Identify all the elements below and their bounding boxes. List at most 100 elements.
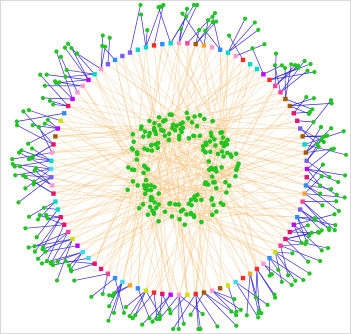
- inner-node: [129, 146, 135, 151]
- core-edge: [55, 181, 226, 202]
- core-edge: [191, 105, 291, 206]
- leaf-node: [273, 51, 279, 56]
- leaf-edge: [269, 71, 315, 81]
- leaf-node: [26, 141, 31, 146]
- ring-node: [92, 261, 97, 266]
- leaf-node: [244, 313, 249, 318]
- leaf-node: [26, 214, 32, 219]
- core-edge: [129, 126, 142, 286]
- inner-node: [209, 196, 215, 201]
- leaf-edge: [204, 30, 221, 50]
- leaf-edge: [49, 100, 69, 107]
- leaf-node: [198, 326, 203, 332]
- ring-node: [278, 90, 283, 95]
- leaf-edge: [34, 231, 69, 247]
- inner-node: [156, 191, 162, 196]
- inner-node: [212, 137, 217, 142]
- inner-node: [207, 139, 213, 144]
- inner-node: [188, 211, 194, 217]
- leaf-node: [140, 322, 145, 327]
- leaf-node: [253, 295, 258, 300]
- ring-node: [105, 271, 111, 276]
- core-edge: [145, 163, 239, 291]
- leaf-edge: [21, 150, 52, 162]
- inner-node: [142, 186, 148, 192]
- leaf-node: [57, 80, 62, 85]
- inner-node: [202, 116, 207, 122]
- inner-node: [214, 169, 219, 174]
- core-edge: [145, 130, 176, 291]
- leaf-node: [318, 191, 323, 196]
- ring-node: [254, 66, 260, 72]
- ring-node: [70, 236, 75, 242]
- leaf-edge: [100, 46, 106, 70]
- leaf-edge: [305, 126, 322, 153]
- leaf-edge: [31, 158, 52, 162]
- leaf-edge: [100, 35, 104, 70]
- leaf-node: [14, 123, 20, 128]
- leaf-edge: [285, 98, 313, 110]
- leaf-edge: [252, 48, 264, 75]
- leaf-node: [191, 2, 197, 8]
- leaf-node: [279, 279, 284, 284]
- inner-node: [147, 118, 152, 124]
- leaf-node: [123, 304, 128, 310]
- inner-node: [209, 133, 214, 139]
- leaf-edge: [113, 281, 123, 313]
- core-edge: [221, 167, 291, 233]
- ring-node: [51, 191, 56, 196]
- inner-node: [148, 183, 154, 188]
- leaf-node: [30, 146, 35, 151]
- core-edge: [52, 185, 151, 208]
- core-edge: [88, 79, 165, 136]
- inner-node: [131, 167, 137, 173]
- leaf-edge: [178, 294, 203, 315]
- leaf-node: [305, 223, 310, 228]
- core-edge: [137, 153, 301, 210]
- core-edge: [195, 200, 264, 264]
- leaf-edge: [137, 288, 150, 319]
- leaf-node: [23, 226, 28, 231]
- leaf-node: [45, 117, 50, 122]
- leaf-node: [14, 119, 19, 124]
- leaf-node: [320, 162, 326, 167]
- core-edge: [64, 184, 209, 225]
- leaf-edge: [140, 14, 147, 48]
- inner-node: [131, 139, 136, 145]
- core-edge: [208, 74, 264, 162]
- leaf-edge: [227, 18, 246, 53]
- leaf-node: [184, 14, 189, 19]
- core-edge: [208, 161, 291, 233]
- ring-node: [168, 41, 173, 46]
- leaf-edge: [306, 149, 332, 170]
- leaf-edge: [66, 69, 95, 75]
- leaf-node: [17, 164, 22, 169]
- inner-node: [215, 151, 221, 157]
- leaf-edge: [285, 64, 292, 100]
- ring-node: [176, 40, 182, 46]
- ring-node: [298, 207, 303, 212]
- ring-node: [120, 279, 125, 285]
- core-edge: [52, 147, 158, 153]
- leaf-node: [89, 294, 94, 299]
- leaf-node: [30, 154, 36, 159]
- leaf-node: [215, 324, 220, 329]
- leaf-node: [53, 80, 59, 85]
- leaf-edge: [275, 251, 293, 254]
- leaf-node: [279, 63, 284, 68]
- leaf-edge: [187, 12, 216, 44]
- leaf-node: [69, 46, 74, 51]
- core-edge: [137, 152, 305, 194]
- ring-node: [55, 126, 60, 131]
- leaf-node: [272, 63, 277, 68]
- leaf-edge: [280, 245, 289, 276]
- core-edge: [193, 215, 281, 246]
- leaf-node: [42, 121, 47, 126]
- leaf-node: [147, 316, 152, 321]
- leaf-node: [243, 16, 248, 21]
- leaf-edge: [46, 74, 89, 81]
- inner-node: [135, 183, 141, 188]
- inner-node: [224, 150, 230, 156]
- ring-node: [240, 275, 246, 281]
